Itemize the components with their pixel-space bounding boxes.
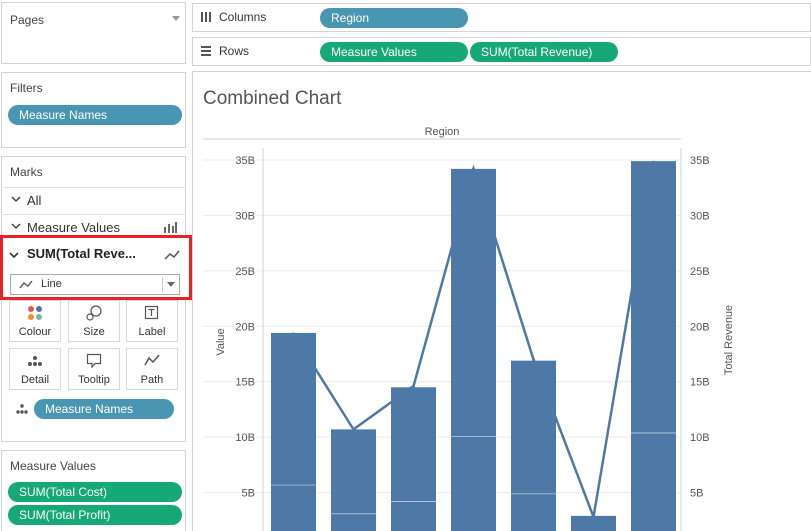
revenue-point — [472, 167, 475, 171]
y2-tick-label: 25B — [690, 266, 710, 278]
path-button[interactable]: Path — [126, 348, 178, 390]
detail-pill-measure-names[interactable]: Measure Names — [34, 399, 174, 419]
filters-title: Filters — [10, 81, 43, 95]
chevron-down-icon — [167, 282, 175, 287]
y-tick-label: 30B — [235, 210, 255, 222]
region-header-band — [203, 122, 681, 139]
bar-segment — [391, 501, 436, 531]
path-button-label: Path — [140, 374, 164, 386]
y-tick-label: 35B — [235, 155, 255, 167]
chart-title: Combined Chart — [203, 88, 342, 109]
detail-icon — [16, 404, 28, 414]
chevron-down-icon — [11, 196, 21, 203]
bar-segment — [271, 484, 316, 531]
revenue-point — [532, 358, 535, 362]
highlighted-mark-card: SUM(Total Reve... Line — [0, 235, 192, 300]
size-button-label: Size — [83, 326, 105, 338]
marks-row-all-label: All — [27, 193, 42, 208]
filters-panel: Filters Measure Names — [1, 72, 186, 148]
revenue-point — [592, 515, 595, 519]
size-icon — [86, 305, 102, 321]
y-axis-title: Value — [215, 328, 227, 355]
pages-title: Pages — [10, 13, 45, 27]
marks-title: Marks — [10, 165, 43, 179]
y2-tick-label: 10B — [690, 432, 710, 444]
bar-segment — [331, 513, 376, 531]
revenue-point — [652, 160, 655, 164]
colour-button[interactable]: Colour — [9, 300, 61, 342]
revenue-point — [412, 384, 415, 388]
marks-row-all[interactable]: All — [3, 187, 186, 213]
combined-chart: Region 35B 35B 30B 30B 25B 25B 20B 20B 15B 15B 10B 1… — [203, 122, 735, 531]
select-divider — [162, 277, 163, 292]
chart-area: Combined Chart Region 35B 35B 30B 30B 25B 25B 2… — [192, 71, 811, 531]
bar-chart-icon — [164, 222, 177, 233]
bar-segment — [511, 360, 556, 494]
marks-row-measure-values-label: Measure Values — [27, 220, 120, 235]
marks-row-measure-values[interactable]: Measure Values — [3, 214, 186, 240]
mark-type-select[interactable]: Line — [10, 274, 180, 295]
columns-pill-region[interactable]: Region — [320, 8, 468, 28]
label-button[interactable]: Label — [126, 300, 178, 342]
path-icon — [144, 354, 160, 366]
measure-values-title: Measure Values — [10, 459, 96, 473]
columns-shelf: Columns Region — [192, 3, 811, 32]
bar-segment — [451, 436, 496, 531]
measure-pill-total-profit[interactable]: SUM(Total Profit) — [8, 505, 182, 525]
detail-icon — [28, 356, 42, 366]
line-icon — [19, 280, 33, 289]
y2-tick-label: 15B — [690, 377, 710, 389]
chevron-down-icon — [9, 252, 19, 259]
y-tick-label: 25B — [235, 266, 255, 278]
region-header-label: Region — [425, 126, 460, 138]
y2-tick-label: 20B — [690, 321, 710, 333]
filter-pill-measure-names[interactable]: Measure Names — [8, 105, 182, 125]
line-chart-icon — [164, 250, 180, 260]
rows-pill-total-revenue[interactable]: SUM(Total Revenue) — [470, 42, 618, 62]
tooltip-button-label: Tooltip — [78, 374, 110, 386]
y-tick-label: 10B — [235, 432, 255, 444]
colour-button-label: Colour — [18, 326, 52, 338]
colour-icon — [28, 306, 42, 320]
y-tick-label: 20B — [235, 321, 255, 333]
y2-tick-label: 30B — [690, 210, 710, 222]
bar-segment — [451, 168, 496, 437]
mark-type-value: Line — [41, 278, 62, 290]
rows-label: Rows — [219, 44, 250, 58]
y-tick-label: 5B — [242, 488, 255, 500]
tooltip-button[interactable]: Tooltip — [68, 348, 120, 390]
rows-icon — [201, 46, 211, 56]
chevron-down-icon — [11, 223, 21, 230]
columns-label: Columns — [219, 10, 267, 24]
bar-segment — [331, 429, 376, 514]
rows-pill-measure-values[interactable]: Measure Values — [320, 42, 468, 62]
y2-tick-label: 5B — [690, 488, 703, 500]
bar-segment — [511, 493, 556, 531]
label-button-label: Label — [138, 326, 166, 338]
bar-segment — [571, 515, 616, 531]
size-button[interactable]: Size — [68, 300, 120, 342]
bar-segment — [631, 432, 676, 531]
bar-segment — [271, 332, 316, 485]
label-icon — [144, 305, 159, 320]
measure-pill-total-cost[interactable]: SUM(Total Cost) — [8, 482, 182, 502]
revenue-point — [292, 332, 295, 336]
y2-tick-label: 35B — [690, 155, 710, 167]
revenue-point — [352, 427, 355, 431]
pages-menu-icon[interactable] — [172, 16, 180, 22]
rows-shelf: Rows Measure Values SUM(Total Revenue) — [192, 37, 811, 66]
detail-button-label: Detail — [20, 374, 50, 386]
marks-row-total-revenue-label[interactable]: SUM(Total Reve... — [27, 246, 136, 261]
tooltip-icon — [86, 353, 102, 369]
y2-axis-title: Total Revenue — [723, 305, 735, 375]
bar-segment — [391, 387, 436, 502]
pages-panel: Pages — [1, 2, 186, 64]
columns-icon — [201, 12, 211, 22]
detail-button[interactable]: Detail — [9, 348, 61, 390]
y-tick-label: 15B — [235, 377, 255, 389]
bar-segment — [631, 161, 676, 433]
measure-values-panel: Measure Values SUM(Total Cost) SUM(Total… — [1, 450, 186, 531]
